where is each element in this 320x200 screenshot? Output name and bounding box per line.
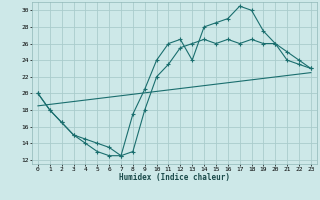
X-axis label: Humidex (Indice chaleur): Humidex (Indice chaleur) xyxy=(119,173,230,182)
